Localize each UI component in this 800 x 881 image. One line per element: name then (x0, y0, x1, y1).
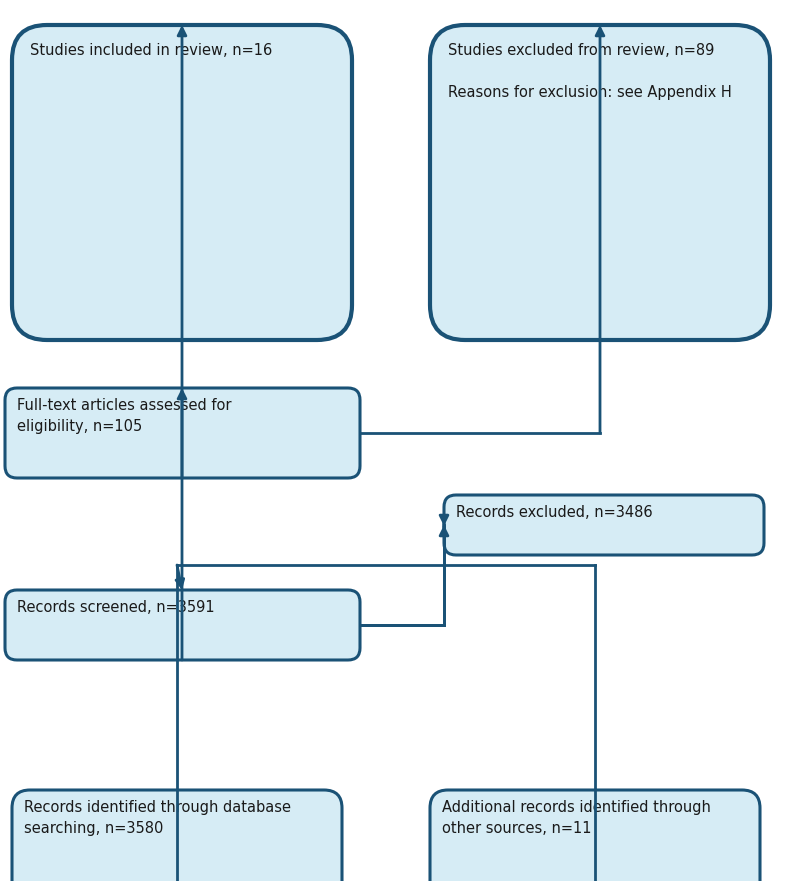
Text: Studies excluded from review, n=89

Reasons for exclusion: see Appendix H: Studies excluded from review, n=89 Reaso… (448, 43, 732, 100)
FancyBboxPatch shape (430, 25, 770, 340)
FancyBboxPatch shape (12, 25, 352, 340)
Text: Additional records identified through
other sources, n=11: Additional records identified through ot… (442, 800, 711, 836)
Text: Studies included in review, n=16: Studies included in review, n=16 (30, 43, 272, 58)
Text: Full-text articles assessed for
eligibility, n=105: Full-text articles assessed for eligibil… (17, 398, 231, 434)
FancyBboxPatch shape (12, 790, 342, 881)
FancyBboxPatch shape (430, 790, 760, 881)
Text: Records excluded, n=3486: Records excluded, n=3486 (456, 505, 653, 520)
FancyBboxPatch shape (5, 388, 360, 478)
Text: Records identified through database
searching, n=3580: Records identified through database sear… (24, 800, 291, 836)
FancyBboxPatch shape (444, 495, 764, 555)
Text: Records screened, n=3591: Records screened, n=3591 (17, 600, 214, 615)
FancyBboxPatch shape (5, 590, 360, 660)
